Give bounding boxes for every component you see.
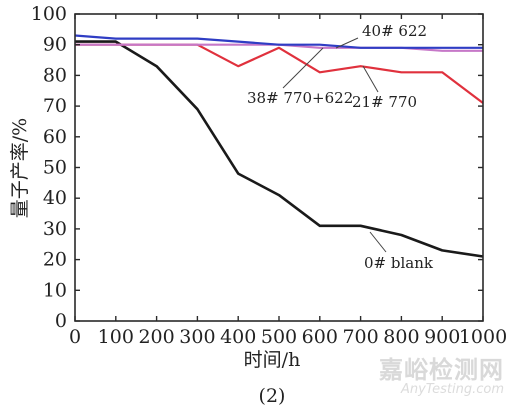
figure-caption: (2) — [259, 385, 286, 407]
series-line-1 — [75, 40, 484, 258]
y-tick-label: 90 — [43, 34, 67, 56]
x-tick-label: 0 — [69, 326, 81, 348]
series-layer — [74, 34, 484, 258]
y-tick-label: 30 — [43, 218, 67, 240]
y-tick-label: 50 — [43, 157, 67, 179]
series-label-leader — [369, 231, 387, 253]
x-tick-label: 400 — [220, 326, 256, 348]
series-line-4 — [74, 34, 483, 49]
x-axis-label: 时间/h — [244, 349, 301, 371]
x-tick-label: 700 — [342, 326, 378, 348]
series-label-2: 21# 770 — [352, 93, 417, 111]
series-label-leader — [282, 47, 324, 89]
series-label-leader — [335, 37, 359, 49]
x-tick-label: 800 — [383, 326, 419, 348]
x-tick-label: 200 — [138, 326, 174, 348]
y-tick-label: 60 — [43, 126, 67, 148]
axes-layer: 0 100 200 300 400 500 600 700 800 900100001020304… — [31, 3, 507, 348]
x-tick-label: 500 — [261, 326, 297, 348]
plot-frame — [74, 13, 484, 322]
y-tick-label: 80 — [43, 64, 67, 86]
series-label-3: 38# 770+622 — [247, 89, 353, 107]
y-axis-label: 量子产率/% — [9, 118, 31, 218]
series-label-4: 40# 622 — [362, 22, 427, 40]
y-tick-label: 40 — [43, 187, 67, 209]
y-tick-label: 100 — [31, 3, 67, 25]
y-tick-label: 0 — [55, 310, 67, 332]
series-label-leader — [362, 65, 379, 93]
y-tick-label: 10 — [43, 279, 67, 301]
x-tick-label: 600 — [302, 326, 338, 348]
x-tick-label: 100 — [98, 326, 134, 348]
series-label-1: 0# blank — [364, 254, 434, 272]
x-tick-label: 1000 — [459, 326, 507, 348]
watermark-url: AnyTesting.com — [400, 382, 504, 397]
y-tick-label: 20 — [43, 249, 67, 271]
x-tick-label: 900 — [424, 326, 460, 348]
y-tick-label: 70 — [43, 95, 67, 117]
watermark: 嘉峪检测网 — [379, 356, 504, 384]
x-tick-label: 300 — [179, 326, 215, 348]
